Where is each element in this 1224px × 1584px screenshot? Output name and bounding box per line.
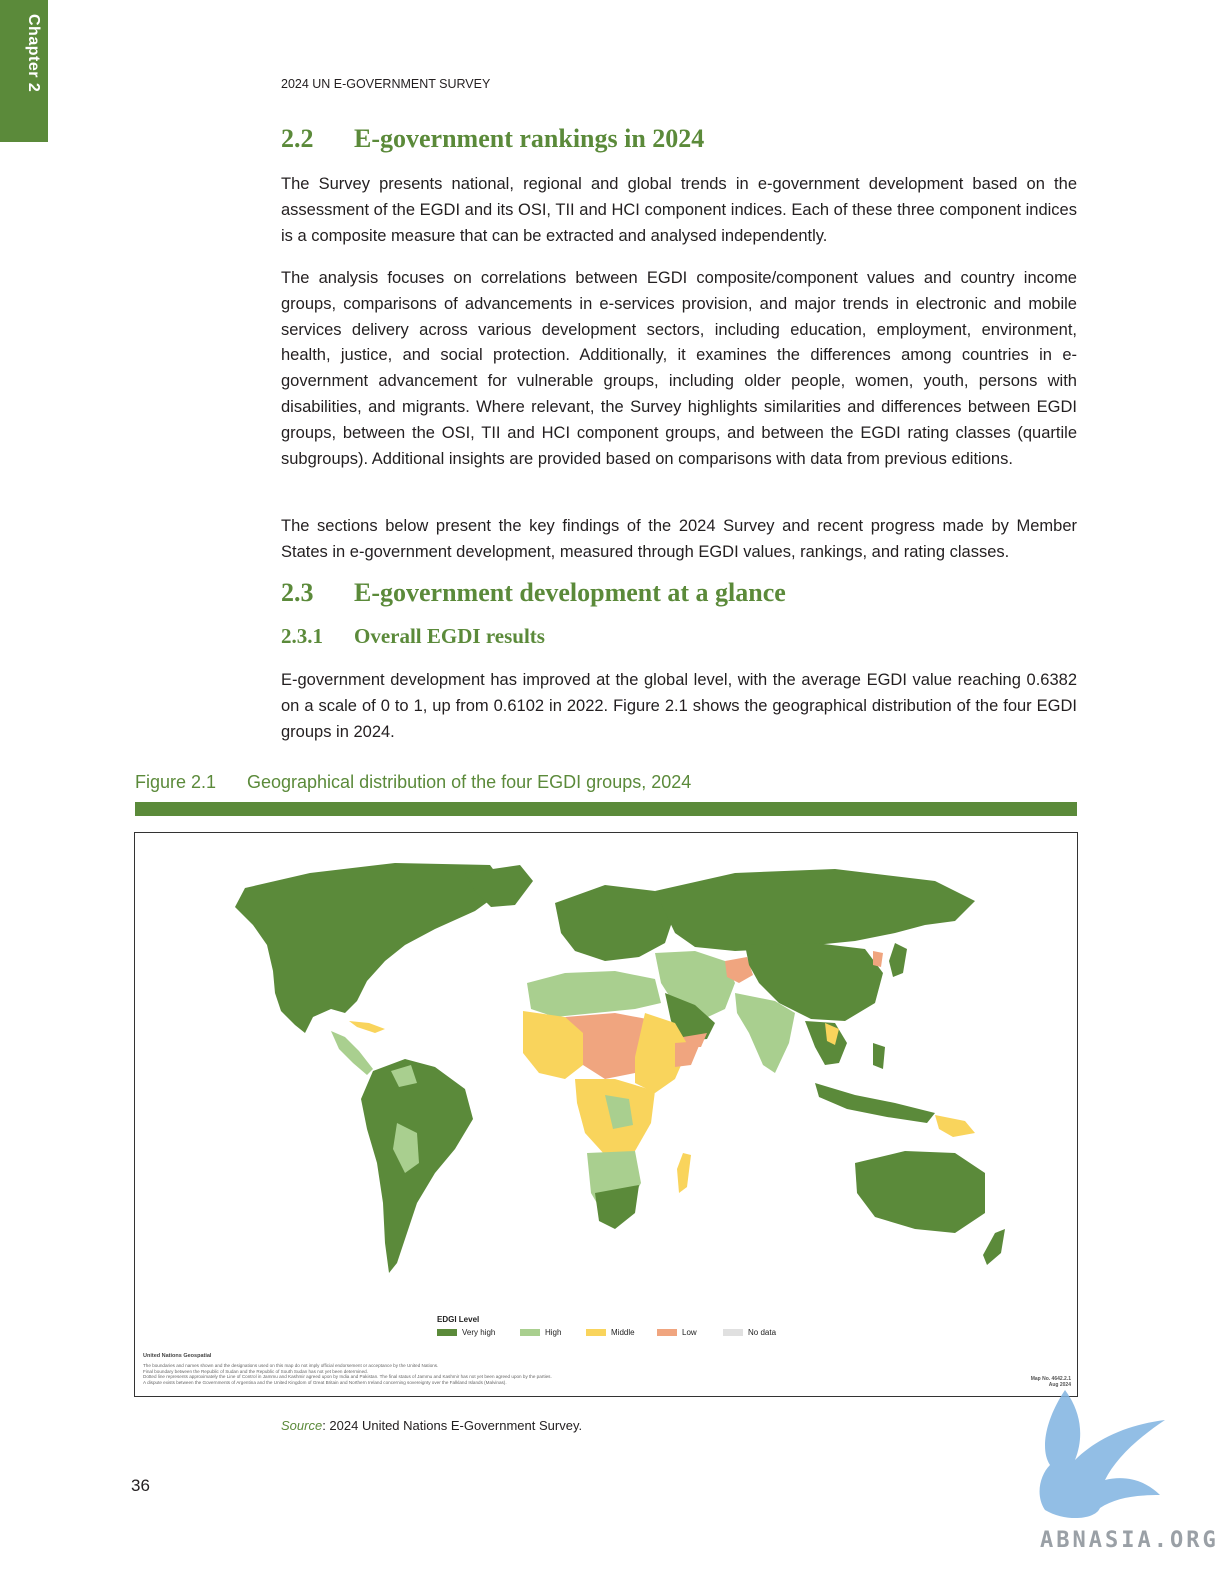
australia: [855, 1151, 985, 1233]
watermark-text: ABNASIA.ORG: [1040, 1528, 1219, 1553]
legend-item-middle: Middle: [586, 1328, 635, 1337]
subsection-title: Overall EGDI results: [354, 624, 545, 648]
west-africa: [523, 1011, 585, 1079]
figure-number: Figure 2.1: [135, 772, 217, 792]
europe: [555, 885, 675, 961]
legend-label: Middle: [611, 1328, 635, 1337]
map-note: Final boundary between the Republic of S…: [143, 1368, 368, 1374]
india: [735, 993, 795, 1073]
subsection-number: 2.3.1: [281, 624, 323, 648]
legend-label: No data: [748, 1328, 777, 1337]
indonesia: [815, 1083, 935, 1123]
legend-label: Low: [682, 1328, 697, 1337]
madagascar: [677, 1153, 691, 1193]
papua: [935, 1115, 975, 1137]
north-asia: [655, 869, 975, 951]
map-date: Aug 2024: [1048, 1382, 1071, 1388]
section-title: E-government development at a glance: [354, 578, 786, 607]
page-number: 36: [131, 1476, 150, 1495]
legend-label: Very high: [462, 1328, 496, 1337]
source-label: Source: [281, 1418, 323, 1433]
east-africa: [635, 1013, 689, 1093]
central-africa-high: [605, 1095, 633, 1129]
indochina-middle: [825, 1023, 839, 1045]
world-map-figure: EDGI Level Very high High Middle Low No …: [134, 832, 1078, 1397]
north-africa: [527, 971, 661, 1017]
chapter-tab: Chapter 2: [0, 0, 48, 142]
afghanistan: [725, 957, 753, 983]
south-america-high-2: [391, 1065, 417, 1087]
south-america: [361, 1059, 473, 1273]
legend-item-low: Low: [657, 1328, 697, 1337]
japan: [889, 943, 907, 977]
figure-caption: Figure 2.1 Geographical distribution of t…: [135, 772, 691, 793]
map-number: Map No. 4642.2.1: [1030, 1376, 1071, 1382]
figure-rule: [135, 802, 1077, 816]
north-america: [235, 863, 507, 1033]
central-america: [331, 1031, 373, 1075]
legend-swatch: [437, 1329, 457, 1337]
section-title: E-government rankings in 2024: [354, 124, 705, 153]
legend-item-no-data: No data: [723, 1328, 776, 1337]
map-disclaimer: The boundaries and names shown and the d…: [143, 1363, 763, 1385]
philippines: [873, 1043, 885, 1069]
section-number: 2.3: [281, 578, 314, 607]
legend-swatch: [586, 1329, 606, 1337]
new-zealand: [983, 1229, 1005, 1265]
figure-title: Geographical distribution of the four EG…: [247, 772, 692, 792]
map-organization: United Nations Geospatial: [143, 1353, 212, 1359]
legend-swatch: [723, 1329, 743, 1337]
map-note: Dotted line represents approximately the…: [143, 1374, 552, 1380]
map-note: The boundaries and names shown and the d…: [143, 1363, 439, 1368]
legend-title: EDGI Level: [437, 1315, 480, 1324]
horn-africa: [675, 1041, 701, 1067]
south-africa: [595, 1185, 639, 1229]
south-america-high: [393, 1123, 419, 1173]
paragraph: The analysis focuses on correlations bet…: [281, 269, 1077, 468]
china: [745, 943, 883, 1021]
sahel-low: [565, 1013, 655, 1079]
legend-item-very-high: Very high: [437, 1328, 495, 1337]
legend-swatch: [520, 1329, 540, 1337]
korea: [873, 951, 883, 967]
watermark-logo-icon: [1039, 1390, 1165, 1519]
greenland: [465, 865, 533, 907]
paragraph: The Survey presents national, regional a…: [281, 175, 1077, 245]
running-head: 2024 UN E-GOVERNMENT SURVEY: [281, 77, 491, 91]
figure-source: Source: 2024 United Nations E-Government…: [281, 1418, 582, 1433]
paragraph: The sections below present the key findi…: [281, 517, 1077, 561]
map-note: A dispute exists between the Governments…: [143, 1379, 507, 1385]
legend-swatch: [657, 1329, 677, 1337]
legend-label: High: [545, 1328, 562, 1337]
paragraph: E-government development has improved at…: [281, 671, 1077, 741]
section-heading-2-3: 2.3 E-government development at a glance: [281, 578, 786, 608]
world-map: [235, 863, 1005, 1273]
section-heading-2-2: 2.2 E-government rankings in 2024: [281, 124, 704, 154]
chapter-tab-label: Chapter 2: [25, 14, 42, 93]
source-text: : 2024 United Nations E-Government Surve…: [322, 1418, 583, 1433]
caribbean: [349, 1021, 385, 1033]
legend-item-high: High: [520, 1328, 561, 1337]
subsection-heading-2-3-1: 2.3.1 Overall EGDI results: [281, 624, 545, 649]
section-number: 2.2: [281, 124, 314, 153]
map-number-block: Map No. 4642.2.1 Aug 2024: [1031, 1376, 1071, 1388]
